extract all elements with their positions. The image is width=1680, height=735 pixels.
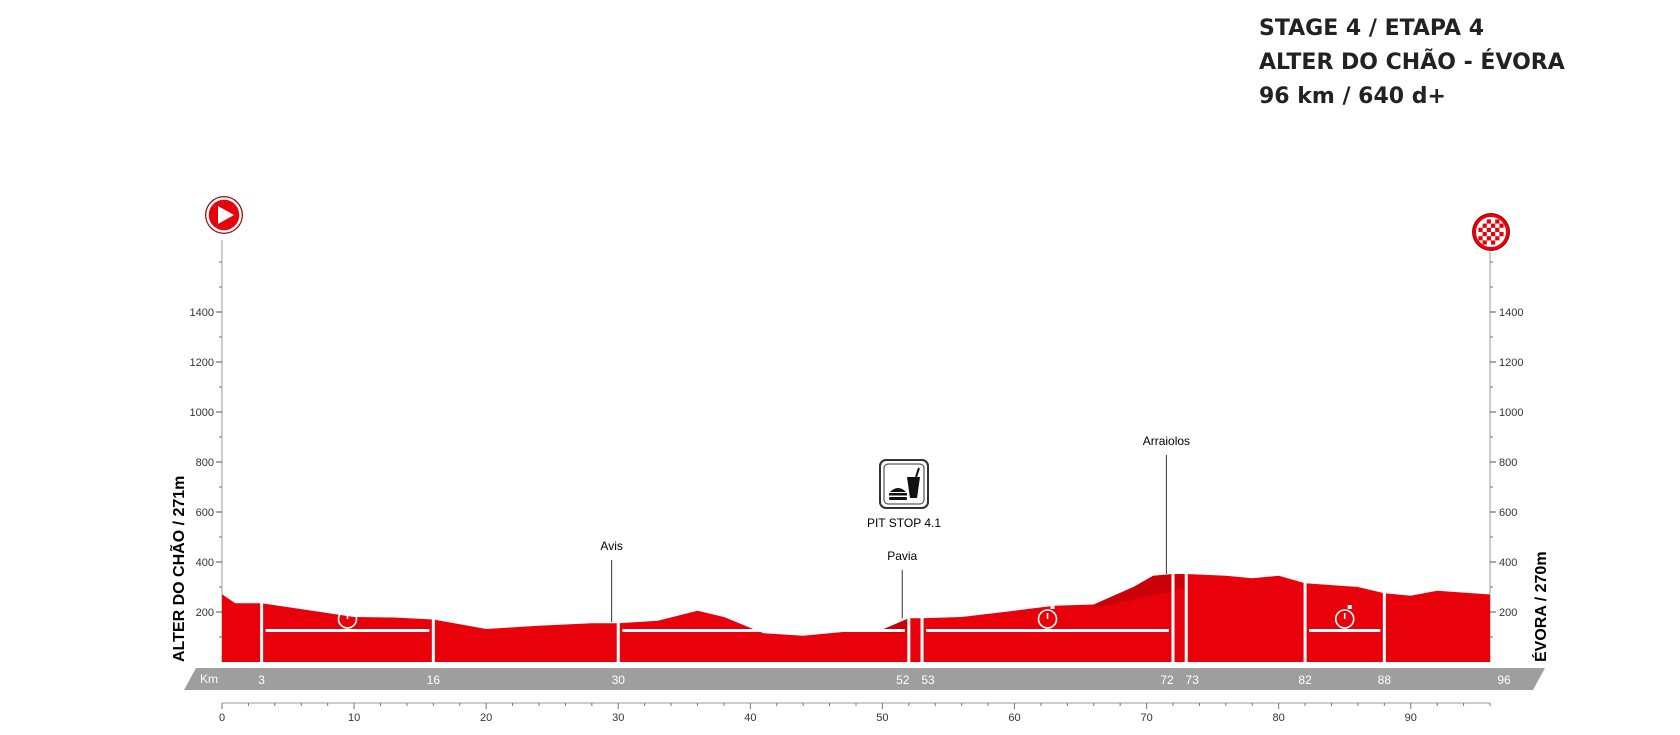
sector-divider	[616, 572, 620, 662]
km-prefix: Km	[200, 672, 218, 686]
sector-band	[926, 629, 1169, 632]
sector-divider	[431, 572, 435, 662]
km-marker-label: 3	[258, 673, 265, 687]
distance-tick-label: 80	[1273, 712, 1285, 724]
stopwatch-face	[1037, 609, 1058, 629]
start-play-icon	[205, 196, 243, 234]
start-altitude-label: ALTER DO CHÃO / 271m	[168, 476, 188, 662]
distance-tick-label: 90	[1405, 712, 1417, 724]
sector-band	[265, 629, 430, 632]
stopwatch-icon	[1334, 605, 1355, 629]
km-band-bar	[184, 668, 1545, 690]
sector-divider	[1184, 572, 1188, 662]
km-marker-label: 88	[1378, 673, 1392, 687]
left-tick-label: 600	[196, 507, 214, 519]
food-drink-icon	[879, 459, 929, 509]
distance-tick-label: 50	[876, 712, 888, 724]
km-marker-label: 96	[1497, 673, 1511, 687]
right-tick-label: 200	[1499, 607, 1517, 619]
left-tick-label: 800	[196, 457, 214, 469]
km-marker-label: 53	[921, 673, 935, 687]
sector-divider	[1382, 572, 1386, 662]
stage-header: STAGE 4 / ETAPA 4 ALTER DO CHÃO - ÉVORA …	[1259, 12, 1565, 114]
km-marker-label: 52	[896, 673, 910, 687]
stage-stats: 96 km / 640 d+	[1259, 84, 1446, 109]
distance-tick-label: 40	[744, 712, 756, 724]
right-tick-label: 1400	[1499, 307, 1523, 319]
km-marker-label: 16	[427, 673, 441, 687]
right-tick-label: 600	[1499, 507, 1517, 519]
left-altitude-axis: 200 400 600 800 1000 1200 1400	[190, 240, 223, 662]
left-tick-label: 1200	[190, 357, 214, 369]
distance-tick-label: 0	[219, 712, 225, 724]
sector-divider	[907, 572, 911, 662]
sector-divider	[920, 572, 924, 662]
right-tick-label: 1200	[1499, 357, 1523, 369]
finish-altitude-label: ÉVORA / 270m	[1531, 551, 1550, 662]
finish-checkered-icon	[1472, 213, 1510, 251]
stopwatch-icon	[753, 605, 774, 629]
town-label: Arraiolos	[1143, 434, 1190, 448]
pit-stop-label: PIT STOP 4.1	[867, 516, 941, 530]
stopwatch-crown	[350, 605, 355, 609]
distance-tick-label: 70	[1140, 712, 1152, 724]
sector-band	[1309, 629, 1381, 632]
town-label: Avis	[600, 539, 622, 553]
right-altitude-axis: 200 400 600 800 1000 1200 1400	[1489, 252, 1523, 662]
stopwatch-icon	[1037, 605, 1058, 629]
stopwatch-crown	[766, 605, 771, 609]
stopwatch-crown	[1050, 605, 1055, 609]
timed-sectors	[260, 572, 1386, 662]
stage-title: STAGE 4 / ETAPA 4	[1259, 16, 1485, 41]
right-tick-label: 800	[1499, 457, 1517, 469]
sector-divider	[260, 572, 264, 662]
town-markers: Avis Pavia Arraiolos	[600, 434, 1190, 622]
sector-divider	[1303, 572, 1307, 662]
profile-fill	[222, 574, 1490, 662]
stopwatch-face	[753, 609, 774, 629]
distance-tick-label: 30	[612, 712, 624, 724]
stopwatch-icon	[337, 605, 358, 629]
left-tick-label: 1000	[190, 407, 214, 419]
distance-axis: 0 10 20 30 40 50 60 70 80 90	[219, 702, 1491, 724]
stopwatch-face	[337, 609, 358, 629]
km-marker-label: 73	[1186, 673, 1200, 687]
right-tick-label: 400	[1499, 557, 1517, 569]
stage-route: ALTER DO CHÃO - ÉVORA	[1259, 50, 1565, 75]
distance-tick-label: 60	[1008, 712, 1020, 724]
profile-area	[222, 574, 1490, 662]
km-band: Km 3 16 30 52 53 72 73 82 88 96	[184, 668, 1545, 690]
right-tick-label: 1000	[1499, 407, 1523, 419]
km-marker-label: 82	[1298, 673, 1312, 687]
stopwatch-face	[1334, 609, 1355, 629]
left-tick-label: 400	[196, 557, 214, 569]
km-marker-label: 72	[1160, 673, 1174, 687]
sector-band	[622, 629, 905, 632]
distance-tick-label: 10	[348, 712, 360, 724]
climb-shade	[1093, 574, 1187, 609]
left-tick-label: 1400	[190, 307, 214, 319]
sector-divider	[1171, 572, 1175, 662]
stopwatch-crown	[1347, 605, 1352, 609]
km-marker-label: 30	[612, 673, 626, 687]
town-label: Pavia	[887, 549, 917, 563]
left-tick-label: 200	[196, 607, 214, 619]
distance-tick-label: 20	[480, 712, 492, 724]
